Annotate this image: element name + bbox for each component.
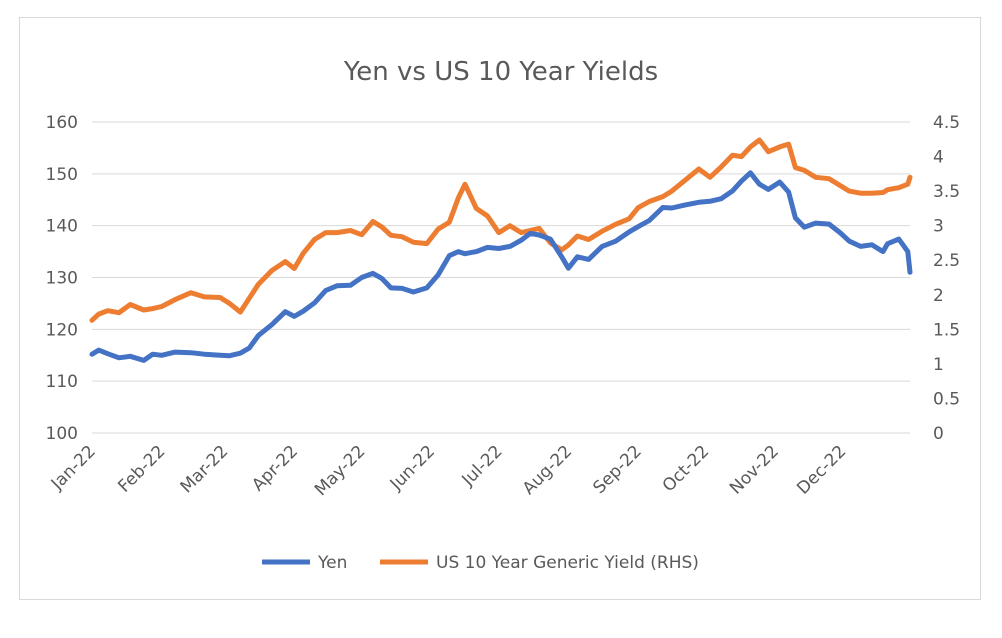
y-left-tick-label: 120 bbox=[46, 320, 78, 340]
y-right-tick-label: 2.5 bbox=[933, 251, 960, 271]
y-right-tick-label: 2 bbox=[933, 286, 944, 306]
y-left-tick-label: 110 bbox=[46, 372, 78, 392]
gridlines bbox=[92, 121, 910, 434]
x-tick-label: Nov-22 bbox=[726, 442, 783, 499]
x-tick-label: Dec-22 bbox=[793, 442, 850, 499]
x-tick-label: Sep-22 bbox=[589, 442, 645, 498]
legend-label-us10y: US 10 Year Generic Yield (RHS) bbox=[436, 553, 699, 573]
series-line-us10y bbox=[89, 137, 913, 323]
y-left-tick-label: 140 bbox=[46, 217, 78, 237]
y-right-tick-label: 4 bbox=[933, 148, 944, 168]
series-lines bbox=[89, 137, 913, 363]
x-tick-label: Jan-22 bbox=[47, 442, 100, 495]
x-tick-label: Jul-22 bbox=[458, 442, 507, 491]
x-tick-label: Apr-22 bbox=[248, 442, 302, 496]
y-axis-right: 0 0.5 1 1.5 2 2.5 3 3.5 4 4.5 bbox=[933, 113, 960, 444]
y-right-tick-label: 0 bbox=[933, 424, 944, 444]
y-right-tick-label: 0.5 bbox=[933, 389, 960, 409]
legend-label-yen: Yen bbox=[317, 553, 347, 573]
y-right-tick-label: 3 bbox=[933, 217, 944, 237]
y-right-tick-label: 4.5 bbox=[933, 113, 960, 133]
y-left-tick-label: 100 bbox=[46, 424, 78, 444]
x-axis: Jan-22 Feb-22 Mar-22 Apr-22 May-22 Jun-22 Jul-… bbox=[47, 442, 851, 500]
chart-frame bbox=[19, 17, 981, 600]
y-right-tick-label: 3.5 bbox=[933, 182, 960, 202]
chart-title: Yen vs US 10 Year Yields bbox=[343, 57, 658, 87]
x-tick-label: Feb-22 bbox=[114, 442, 169, 497]
y-axis-left: 100 110 120 130 140 150 160 bbox=[46, 113, 78, 444]
y-left-tick-label: 130 bbox=[46, 269, 78, 289]
x-tick-label: Aug-22 bbox=[519, 442, 576, 499]
x-tick-label: May-22 bbox=[311, 442, 369, 500]
y-right-tick-label: 1.5 bbox=[933, 320, 960, 340]
x-tick-label: Jun-22 bbox=[386, 442, 439, 495]
y-left-tick-label: 150 bbox=[46, 165, 78, 185]
series-line-yen bbox=[89, 170, 913, 363]
y-left-tick-label: 160 bbox=[46, 113, 78, 133]
x-tick-label: Mar-22 bbox=[177, 442, 233, 498]
x-tick-label: Oct-22 bbox=[659, 442, 714, 497]
y-right-tick-label: 1 bbox=[933, 355, 944, 375]
legend: Yen US 10 Year Generic Yield (RHS) bbox=[262, 553, 699, 573]
